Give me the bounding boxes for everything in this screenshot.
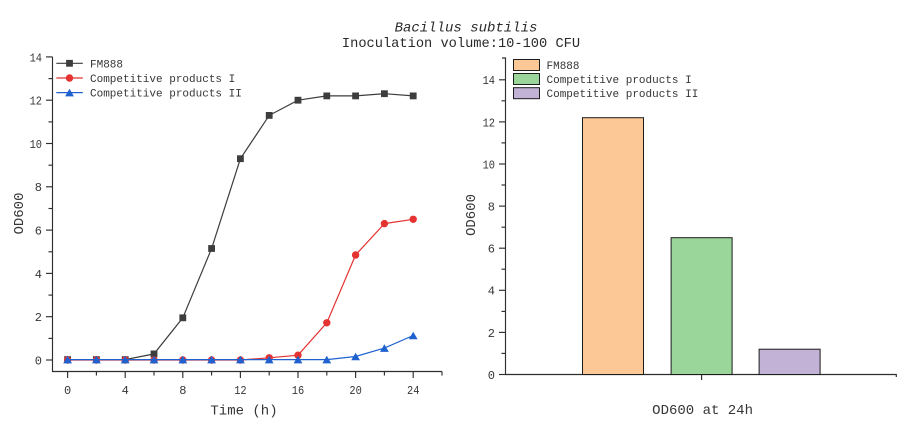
svg-text:FM888: FM888	[90, 59, 123, 71]
svg-text:12: 12	[483, 116, 495, 130]
svg-text:16: 16	[292, 384, 304, 398]
svg-text:2: 2	[488, 327, 495, 341]
svg-text:6: 6	[488, 243, 495, 257]
svg-text:Competitive products II: Competitive products II	[90, 89, 242, 101]
svg-text:12: 12	[234, 384, 246, 398]
svg-text:24: 24	[407, 384, 419, 398]
svg-text:OD600: OD600	[464, 194, 480, 236]
svg-text:Competitive products I: Competitive products I	[90, 74, 235, 86]
svg-text:0: 0	[64, 384, 71, 398]
svg-text:4: 4	[122, 384, 129, 398]
svg-text:OD600 at 24h: OD600 at 24h	[652, 403, 753, 419]
svg-text:0: 0	[35, 354, 42, 368]
svg-text:Time (h): Time (h)	[210, 404, 277, 420]
svg-text:8: 8	[179, 384, 186, 398]
svg-text:10: 10	[483, 158, 495, 172]
svg-text:Inoculation volume:10-100 CFU: Inoculation volume:10-100 CFU	[342, 37, 580, 52]
svg-text:4: 4	[35, 268, 42, 282]
svg-text:FM888: FM888	[547, 61, 580, 73]
svg-text:8: 8	[35, 181, 42, 195]
svg-text:2: 2	[35, 311, 42, 325]
svg-text:0: 0	[488, 369, 495, 383]
svg-text:12: 12	[30, 95, 42, 109]
svg-text:20: 20	[349, 384, 361, 398]
svg-text:Competitive products II: Competitive products II	[547, 89, 699, 101]
svg-text:8: 8	[488, 201, 495, 215]
svg-text:Competitive products I: Competitive products I	[547, 75, 692, 87]
svg-text:Bacillus subtilis: Bacillus subtilis	[395, 21, 538, 37]
svg-text:10: 10	[30, 138, 42, 152]
svg-text:OD600: OD600	[12, 192, 28, 234]
svg-text:6: 6	[35, 225, 42, 239]
svg-text:14: 14	[30, 51, 42, 65]
svg-text:4: 4	[488, 285, 495, 299]
svg-text:14: 14	[483, 74, 495, 88]
